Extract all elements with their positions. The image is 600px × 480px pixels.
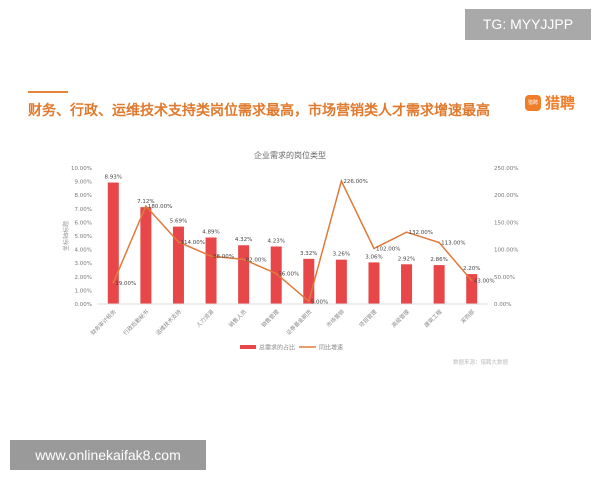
line-data-label: 43.00%: [474, 279, 495, 285]
bar-data-label: 5.69%: [170, 219, 187, 225]
source-note: 数据来源：猎聘大数据: [453, 358, 509, 366]
right-tick-label: 150.00%: [494, 220, 518, 226]
category-label: 采购部: [459, 307, 477, 325]
bar: [205, 237, 217, 304]
left-tick-label: 3.00%: [75, 261, 92, 267]
left-tick-label: 7.00%: [75, 207, 92, 213]
line-point: [275, 272, 278, 275]
logo-text: 猎聘: [545, 94, 576, 112]
bar-data-label: 2.92%: [398, 256, 415, 262]
line-data-label: 82.00%: [246, 257, 267, 263]
line-point: [242, 258, 245, 261]
category-label: 运维技术支持: [154, 307, 183, 336]
category-label: 项目管理: [357, 307, 379, 329]
logo-icon: 猎聘: [525, 94, 541, 111]
line-point: [145, 205, 147, 207]
line-point: [438, 241, 440, 244]
line-point: [470, 279, 473, 282]
legend-line-label: 同比增速: [319, 344, 343, 352]
line-point: [177, 241, 180, 243]
category-label: 行政后勤秘书: [121, 307, 150, 336]
bar: [172, 226, 184, 304]
line-data-label: 114.00%: [180, 240, 204, 246]
bar-data-label: 8.93%: [105, 175, 122, 181]
bar: [270, 246, 282, 304]
bar: [335, 259, 347, 304]
line-point: [307, 300, 310, 303]
category-label: 财务审计税务: [89, 307, 118, 336]
line-data-label: 102.00%: [376, 247, 400, 253]
growth-line: 39.00% 180.00% 114.00% 88.00% 82.00% 56.00% 5.…: [112, 178, 495, 305]
line-data-label: 113.00%: [441, 241, 465, 247]
category-label: 建筑工程: [422, 307, 444, 329]
bar: [401, 264, 413, 304]
left-tick-label: 5.00%: [75, 234, 92, 240]
left-axis: 0.00% 1.00% 2.00% 3.00% 4.00% 5.00% 6.00% 7.00%…: [71, 166, 92, 308]
right-tick-label: 50.00%: [494, 275, 515, 281]
bars: 8.93% 7.12% 5.69% 4.89% 4.32% 4.23% 3.32% 3.26%…: [105, 175, 480, 304]
bar-data-label: 4.89%: [202, 229, 219, 235]
growth-line-path: [112, 178, 473, 303]
legend-bar-swatch: [240, 345, 256, 349]
left-tick-label: 8.00%: [75, 193, 92, 199]
line-point: [405, 231, 408, 233]
bar: [368, 262, 380, 304]
bar: [107, 182, 119, 304]
line-point: [340, 180, 343, 182]
category-label: 人力资源: [194, 307, 216, 329]
line-data-label: 88.00%: [213, 254, 234, 260]
category-label: 证券基金期货: [284, 307, 313, 336]
bar: [238, 245, 250, 304]
bar-data-label: 2.20%: [463, 266, 480, 272]
left-tick-label: 2.00%: [75, 275, 92, 281]
category-label: 市场营销: [325, 307, 347, 329]
line-data-label: 180.00%: [148, 204, 172, 210]
left-tick-label: 9.00%: [75, 180, 92, 186]
right-axis: 0.00% 50.00% 100.00% 150.00% 200.00% 250.00%: [494, 166, 518, 308]
category-label: 销售管理: [259, 307, 281, 329]
right-tick-label: 0.00%: [494, 302, 511, 308]
right-tick-label: 200.00%: [494, 193, 518, 199]
x-axis: 财务审计税务 行政后勤秘书 运维技术支持 人力资源 销售人员 销售管理 证券基金期货 市场营销…: [89, 303, 488, 337]
bar-data-label: 3.32%: [300, 251, 317, 257]
bar-data-label: 4.23%: [267, 238, 284, 244]
right-tick-label: 100.00%: [494, 248, 518, 254]
bar: [140, 207, 152, 304]
watermark-bottom: www.onlinekaifak8.com: [10, 440, 206, 470]
page-title: 财务、行政、运维技术支持类岗位需求最高，市场营销类人才需求增速最高: [28, 103, 490, 119]
line-data-label: 226.00%: [343, 179, 367, 185]
left-tick-label: 4.00%: [75, 248, 92, 254]
category-label: 销售人员: [227, 307, 249, 329]
line-data-label: 39.00%: [115, 281, 136, 287]
line-data-label: 56.00%: [278, 272, 299, 278]
logo: 猎聘 猎聘: [525, 92, 575, 113]
line-data-label: 5.00%: [311, 299, 328, 305]
y-axis-label: 坐标轴标题: [62, 221, 70, 251]
bar-data-label: 7.12%: [137, 199, 154, 205]
accent-line: [28, 91, 68, 93]
line-point: [112, 281, 115, 284]
left-tick-label: 1.00%: [75, 288, 92, 294]
line-point: [210, 255, 212, 257]
category-label: 高级管理: [390, 307, 412, 329]
right-tick-label: 250.00%: [494, 166, 518, 172]
bar: [303, 258, 315, 304]
line-point: [373, 247, 375, 250]
chart-title: 企业需求的岗位类型: [254, 150, 326, 160]
left-tick-label: 0.00%: [75, 302, 92, 308]
bar-data-label: 2.86%: [430, 257, 447, 263]
bar: [433, 265, 445, 304]
bar: [466, 274, 478, 304]
bar-data-label: 3.06%: [365, 254, 382, 260]
bar-data-label: 4.32%: [235, 237, 252, 243]
legend: 总需求的占比 同比增速: [240, 344, 343, 352]
bar-data-label: 3.26%: [333, 252, 350, 258]
line-data-label: 132.00%: [409, 230, 433, 236]
legend-bar-label: 总需求的占比: [259, 344, 295, 352]
left-tick-label: 10.00%: [71, 166, 92, 172]
watermark-top: TG: MYYJJPP: [465, 9, 591, 40]
left-tick-label: 6.00%: [75, 220, 92, 226]
